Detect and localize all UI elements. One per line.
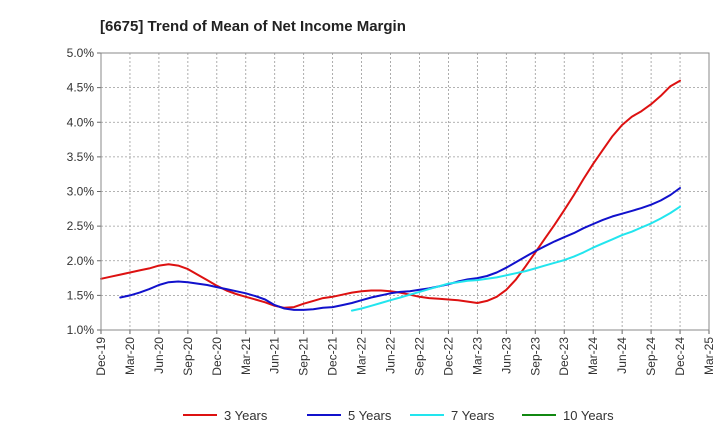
x-tick-label: Jun-23	[499, 337, 513, 374]
x-tick-label: Mar-25	[702, 337, 716, 375]
x-tick-label: Sep-20	[181, 337, 195, 376]
x-tick-label: Sep-22	[412, 337, 426, 376]
legend-label-10-years: 10 Years	[563, 408, 614, 423]
x-tick-label: Sep-21	[297, 337, 311, 376]
y-tick-label: 3.0%	[67, 185, 95, 199]
x-tick-label: Sep-23	[528, 337, 542, 376]
x-tick-label: Jun-21	[268, 337, 282, 374]
series-line-5-years	[119, 187, 681, 311]
legend-label-5-years: 5 Years	[348, 408, 392, 423]
x-tick-label: Dec-21	[326, 337, 340, 376]
y-tick-label: 2.0%	[67, 254, 95, 268]
y-tick-label: 4.5%	[67, 81, 95, 95]
y-axis: 1.0% 1.5% 2.0% 2.5% 3.0% 3.5% 4.0% 4.5% 5.0%	[67, 46, 101, 337]
y-tick-label: 1.5%	[67, 288, 95, 302]
x-tick-label: Mar-23	[470, 337, 484, 375]
plot-frame	[100, 52, 710, 331]
y-tick-label: 4.0%	[67, 115, 95, 129]
legend: 3 Years 5 Years 7 Years 10 Years	[183, 408, 614, 423]
y-tick-label: 1.0%	[67, 323, 95, 337]
x-tick-label: Jun-20	[152, 337, 166, 374]
x-tick-label: Jun-22	[384, 337, 398, 374]
x-tick-label: Dec-23	[557, 337, 571, 376]
x-tick-label: Mar-22	[355, 337, 369, 375]
series-line-3-years	[100, 79, 681, 309]
y-tick-label: 2.5%	[67, 219, 95, 233]
grid	[100, 52, 710, 331]
legend-label-3-years: 3 Years	[224, 408, 268, 423]
x-tick-label: Dec-20	[210, 337, 224, 376]
chart-title: [6675] Trend of Mean of Net Income Margi…	[100, 18, 406, 35]
y-tick-label: 5.0%	[67, 46, 95, 60]
series-line-7-years	[350, 205, 681, 312]
x-tick-label: Jun-24	[615, 337, 629, 374]
series-lines	[100, 79, 681, 312]
x-tick-label: Dec-24	[673, 337, 687, 376]
x-tick-label: Dec-22	[441, 337, 455, 376]
x-tick-label: Mar-20	[123, 337, 137, 375]
legend-label-7-years: 7 Years	[451, 408, 495, 423]
y-tick-label: 3.5%	[67, 150, 95, 164]
x-tick-label: Dec-19	[94, 337, 108, 376]
x-tick-label: Mar-21	[239, 337, 253, 375]
x-axis: Dec-19 Mar-20 Jun-20 Sep-20 Dec-20 Mar-21 Jun-…	[94, 330, 716, 376]
x-tick-label: Sep-24	[644, 337, 658, 376]
x-tick-label: Mar-24	[586, 337, 600, 375]
